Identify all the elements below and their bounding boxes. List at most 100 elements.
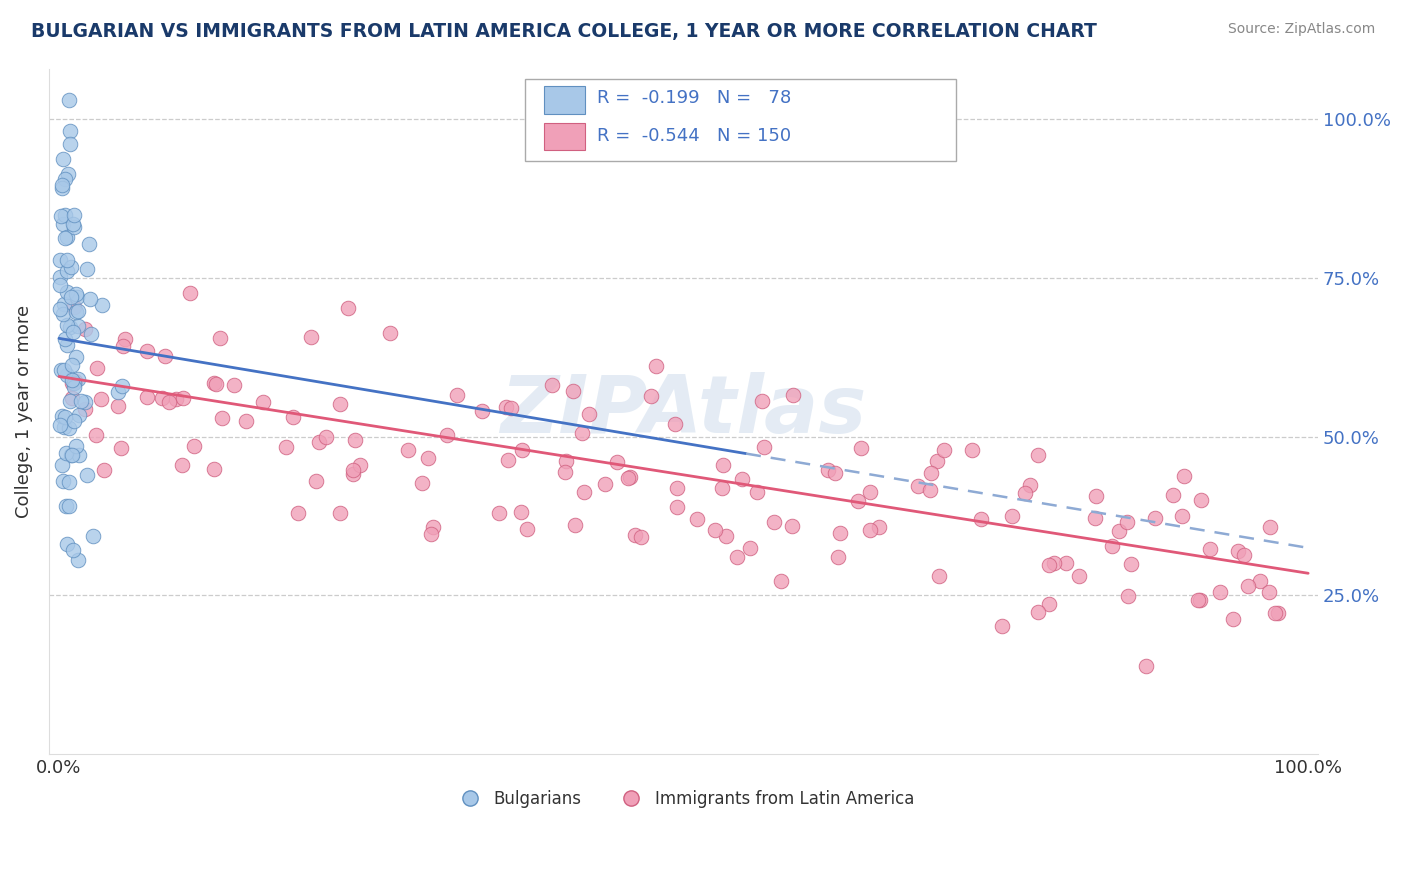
Point xyxy=(157,395,180,409)
Point xyxy=(299,330,322,344)
Point xyxy=(446,388,468,402)
Point xyxy=(928,569,950,583)
Point xyxy=(1173,469,1195,483)
Point xyxy=(991,618,1014,632)
Point xyxy=(436,428,458,442)
Point xyxy=(62,391,84,405)
Point xyxy=(252,395,274,409)
Point xyxy=(211,411,233,425)
Point xyxy=(1258,585,1281,599)
Point xyxy=(53,172,76,186)
Point xyxy=(849,441,872,455)
Point xyxy=(1199,541,1222,556)
Point xyxy=(665,481,688,495)
Point xyxy=(79,292,101,306)
Point xyxy=(418,450,440,465)
Point xyxy=(59,137,82,152)
Point xyxy=(470,403,492,417)
Point xyxy=(1171,508,1194,523)
Point xyxy=(562,384,585,398)
Point xyxy=(62,380,84,394)
Point xyxy=(75,395,97,409)
Point xyxy=(53,231,76,245)
Point xyxy=(62,359,84,373)
Point xyxy=(276,440,298,454)
Point xyxy=(53,208,76,222)
Point xyxy=(555,454,578,468)
Point xyxy=(1118,589,1140,603)
Text: R =  -0.199   N =   78: R = -0.199 N = 78 xyxy=(598,89,792,107)
Point xyxy=(488,506,510,520)
Point xyxy=(62,414,84,428)
Point xyxy=(80,326,103,341)
Point xyxy=(714,529,737,543)
Point xyxy=(315,429,337,443)
Point xyxy=(235,415,257,429)
Point xyxy=(920,467,942,481)
Point xyxy=(769,574,792,589)
Point xyxy=(62,208,84,222)
Point xyxy=(56,263,79,277)
Point xyxy=(110,442,132,456)
Point xyxy=(1101,539,1123,553)
Point xyxy=(150,391,173,405)
Point xyxy=(554,465,576,479)
Point xyxy=(53,419,76,434)
Point xyxy=(52,307,75,321)
Point xyxy=(49,363,72,377)
Point xyxy=(170,458,193,473)
Point xyxy=(1054,557,1077,571)
Point xyxy=(55,499,77,513)
Point xyxy=(60,290,83,304)
Point xyxy=(82,529,104,543)
Point xyxy=(1115,515,1137,529)
Point xyxy=(135,344,157,359)
Point xyxy=(55,446,77,460)
Point xyxy=(329,397,352,411)
Point xyxy=(58,93,80,107)
Point xyxy=(630,530,652,544)
Point xyxy=(664,417,686,432)
Point xyxy=(52,217,75,231)
Point xyxy=(56,338,79,352)
Point xyxy=(67,448,90,462)
Point xyxy=(859,485,882,500)
Point xyxy=(179,285,201,300)
Point xyxy=(380,326,402,340)
Point xyxy=(337,301,360,315)
Point xyxy=(202,376,225,390)
Point xyxy=(66,290,89,304)
Point xyxy=(1026,448,1049,462)
Point xyxy=(606,455,628,469)
Point xyxy=(59,124,82,138)
Text: Source: ZipAtlas.com: Source: ZipAtlas.com xyxy=(1227,22,1375,37)
Point xyxy=(55,368,77,382)
Point xyxy=(51,181,73,195)
Y-axis label: College, 1 year or more: College, 1 year or more xyxy=(15,305,32,518)
Point xyxy=(56,253,79,268)
Point xyxy=(329,506,352,520)
Point xyxy=(540,378,562,392)
Point xyxy=(1026,605,1049,619)
Point xyxy=(65,286,87,301)
Point xyxy=(63,376,86,390)
Point xyxy=(91,298,114,312)
Point xyxy=(1237,579,1260,593)
Legend: Bulgarians, Immigrants from Latin America: Bulgarians, Immigrants from Latin Americ… xyxy=(447,783,921,814)
Point xyxy=(60,376,83,391)
Point xyxy=(396,442,419,457)
Point xyxy=(1019,478,1042,492)
Point xyxy=(516,522,538,536)
Point xyxy=(763,515,786,529)
Point xyxy=(969,512,991,526)
Point xyxy=(107,385,129,400)
Point xyxy=(1084,511,1107,525)
Point xyxy=(165,392,187,406)
Point xyxy=(63,301,86,315)
Point xyxy=(738,541,761,555)
Point xyxy=(51,409,73,424)
Point xyxy=(49,301,72,316)
Point xyxy=(422,520,444,534)
Point xyxy=(63,374,86,388)
Point xyxy=(172,392,194,406)
